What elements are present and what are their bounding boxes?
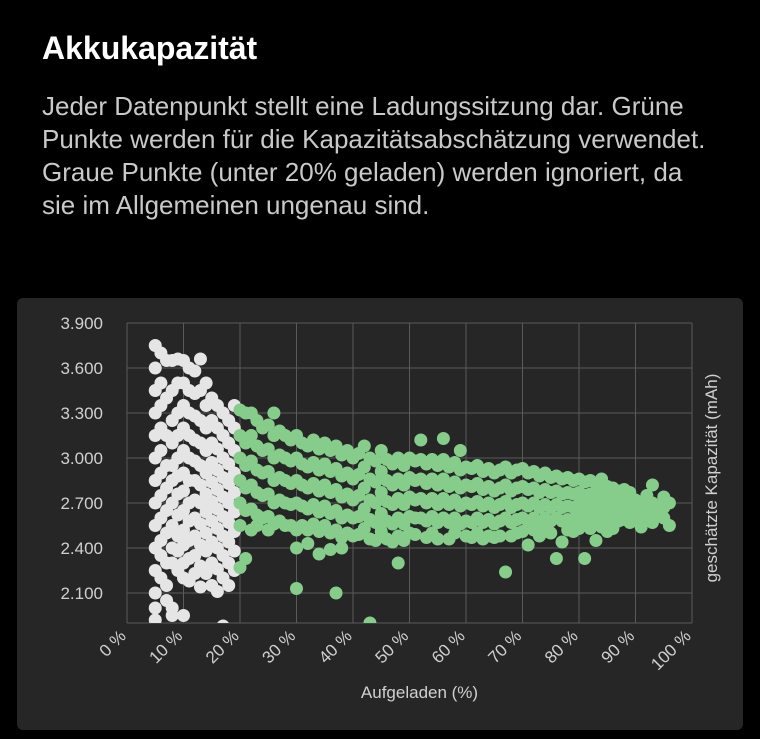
data-point <box>414 433 428 447</box>
data-point <box>217 619 229 623</box>
y-tick-label: 2.700 <box>60 494 103 513</box>
data-point <box>549 552 563 565</box>
data-point <box>244 429 258 442</box>
data-point <box>290 541 303 555</box>
x-tick-label: 0 % <box>96 626 130 660</box>
data-point <box>431 532 445 546</box>
y-tick-label: 3.300 <box>60 404 103 423</box>
data-point <box>222 579 236 592</box>
data-point <box>165 519 179 532</box>
data-point <box>154 444 168 457</box>
capacity-scatter-chart: 2.100 2.400 2.700 3.000 3.300 3.600 3.900 0 % 1… <box>60 309 721 702</box>
chart-card: 2.100 2.400 2.700 3.000 3.300 3.600 3.900 0 % 1… <box>17 298 743 730</box>
data-point <box>493 529 507 543</box>
y-tick-label: 3.600 <box>60 359 103 378</box>
y-tick-label: 3.000 <box>60 449 103 468</box>
data-point <box>227 486 241 499</box>
data-point <box>149 309 162 322</box>
data-point <box>312 547 326 561</box>
data-point <box>267 406 281 420</box>
data-point <box>369 496 383 510</box>
data-point <box>188 364 202 378</box>
data-point <box>369 454 383 468</box>
data-point <box>436 432 450 445</box>
x-tick-label: 60 % <box>428 626 469 667</box>
data-point <box>177 484 190 498</box>
data-point <box>210 585 224 598</box>
x-tick-label: 30 % <box>258 626 299 667</box>
data-point <box>363 616 377 623</box>
data-point <box>193 580 207 594</box>
y-axis-ticks: 2.100 2.400 2.700 3.000 3.300 3.600 3.900 <box>60 314 103 603</box>
y-tick-label: 2.400 <box>60 539 103 558</box>
data-point <box>335 541 349 555</box>
data-point <box>589 534 603 547</box>
data-point <box>177 609 190 622</box>
data-point <box>160 579 174 592</box>
x-tick-label: 20 % <box>202 626 243 667</box>
data-point <box>544 526 558 540</box>
data-point <box>227 544 241 558</box>
data-point <box>165 601 179 615</box>
data-point <box>199 376 213 390</box>
data-point <box>154 376 168 390</box>
data-point <box>645 478 659 492</box>
data-point <box>199 567 213 580</box>
x-axis-label: Aufgeladen (%) <box>361 683 478 702</box>
x-axis-ticks: 0 % 10 % 20 % 30 % 40 % 50 % 60 % 70 % 80 % 90 % 1… <box>96 626 695 674</box>
x-tick-label: 100 % <box>647 626 695 674</box>
data-points <box>148 309 676 623</box>
data-point <box>369 475 383 489</box>
data-point <box>662 519 676 532</box>
data-point <box>555 535 569 549</box>
page-title: Akkukapazität <box>42 30 258 66</box>
x-tick-label: 70 % <box>484 626 525 667</box>
data-point <box>193 352 207 366</box>
data-point <box>499 565 513 579</box>
data-point <box>634 520 648 534</box>
data-point <box>408 528 422 541</box>
data-point <box>233 519 247 532</box>
y-axis-label: geschätzte Kapazität (mAh) <box>702 374 721 583</box>
data-point <box>148 613 162 623</box>
data-point <box>148 361 162 375</box>
x-tick-label: 50 % <box>371 626 412 667</box>
data-point <box>290 582 303 595</box>
data-point <box>578 552 592 565</box>
data-point <box>301 537 315 550</box>
data-point <box>148 601 162 615</box>
data-point <box>453 444 467 457</box>
y-tick-label: 3.900 <box>60 314 103 333</box>
data-point <box>188 549 202 562</box>
chart-description: Jeder Datenpunkt stellt eine Ladungssitz… <box>42 91 706 220</box>
data-point <box>329 586 343 600</box>
y-tick-label: 2.100 <box>60 584 103 603</box>
data-point <box>148 586 162 600</box>
data-point <box>391 556 405 570</box>
data-point <box>521 538 535 552</box>
data-point <box>662 496 676 510</box>
data-point <box>357 439 371 453</box>
x-tick-label: 40 % <box>315 626 356 667</box>
data-point <box>323 543 337 556</box>
data-point <box>516 525 529 538</box>
data-point <box>261 418 275 432</box>
x-tick-label: 90 % <box>597 626 638 667</box>
x-tick-label: 10 % <box>145 626 186 667</box>
data-point <box>239 552 253 565</box>
x-tick-label: 80 % <box>541 626 582 667</box>
